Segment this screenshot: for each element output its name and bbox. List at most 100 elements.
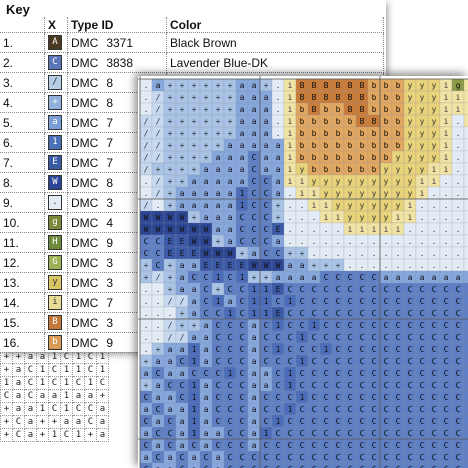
pattern-cell-symbol: + [180,177,185,186]
key-row-index: 12. [0,252,45,273]
pattern-cell-symbol: . [396,249,401,258]
pattern-cell-symbol: C [204,465,209,468]
pattern-preview-grid[interactable]: .a++++++aa+.iBBBBBBbbbyyyigi./++++++aaa.… [138,76,468,468]
background-grid-cell: C [48,363,61,377]
pattern-cell-symbol: C [264,393,269,402]
pattern-cell-symbol: a [216,177,221,186]
pattern-cell-symbol: C [288,453,293,462]
pattern-cell-symbol: C [396,297,401,306]
pattern-cell-symbol: C [324,309,329,318]
pattern-cell-symbol: y [372,213,377,222]
pattern-cell-symbol: a [180,441,185,450]
background-grid-cell: + [0,363,13,377]
pattern-cell-symbol: C [384,429,389,438]
pattern-cell-symbol: a [276,177,281,186]
pattern-cell-symbol: + [192,105,197,114]
pattern-cell-symbol: C [396,285,401,294]
pattern-cell-symbol: b [360,165,365,174]
pattern-cell-symbol: C [276,429,281,438]
pattern-cell-symbol: a [156,81,161,90]
pattern-cell-symbol: C [444,393,449,402]
pattern-cell [331,462,345,468]
pattern-cell-symbol: C [336,453,341,462]
pattern-cell-symbol: C [324,405,329,414]
pattern-cell-symbol: E [168,237,173,246]
pattern-cell-symbol: . [300,225,305,234]
pattern-cell-symbol: C [444,333,449,342]
pattern-cell-symbol: C [420,309,425,318]
pattern-cell-symbol: C [456,357,461,366]
pattern-cell [463,402,468,416]
background-grid-cell: 1 [36,376,49,390]
pattern-cell-symbol: a [144,453,149,462]
pattern-cell-symbol: y [408,165,413,174]
pattern-cell-symbol: B [360,105,365,114]
pattern-cell-symbol: a [156,357,161,366]
background-grid-cell: + [0,402,13,416]
pattern-cell-symbol: i [312,189,317,198]
pattern-cell-symbol: + [216,117,221,126]
pattern-cell-symbol: . [300,213,305,222]
pattern-cell-symbol: / [156,177,161,186]
background-grid-cell: C [48,376,61,390]
pattern-cell-symbol: C [192,369,197,378]
pattern-cell-symbol: C [216,369,221,378]
pattern-cell-symbol: C [192,273,197,282]
pattern-cell-symbol: C [456,333,461,342]
thread-type: DMC [71,335,99,350]
pattern-cell-symbol: b [348,117,353,126]
pattern-cell-symbol: i [396,213,401,222]
pattern-cell-symbol: i [336,213,341,222]
pattern-cell-symbol: C [324,369,329,378]
pattern-cell-symbol: C [384,453,389,462]
pattern-cell-symbol: C [396,309,401,318]
pattern-cell-symbol: B [360,81,365,90]
pattern-cell-symbol: 1 [264,285,269,294]
pattern-cell-symbol: i [408,213,413,222]
pattern-cell-symbol: W [180,225,185,234]
pattern-cell-symbol: C [144,249,149,258]
pattern-cell-symbol: W [168,225,173,234]
thread-type: DMC [71,315,99,330]
pattern-cell-symbol: C [276,381,281,390]
pattern-cell-symbol: a [252,381,257,390]
pattern-cell-symbol: a [204,321,209,330]
pattern-cell-symbol: C [264,189,269,198]
pattern-cell-symbol: . [444,237,449,246]
pattern-cell-symbol: C [348,285,353,294]
pattern-cell-symbol: C [144,393,149,402]
pattern-cell [343,462,357,468]
pattern-cell-symbol: b [336,117,341,126]
pattern-cell-symbol: C [396,381,401,390]
background-grid-cell: 1 [72,428,85,442]
background-grid-cell: 1 [72,363,85,377]
color-swatch: A [48,35,62,51]
pattern-cell-symbol: C [360,381,365,390]
pattern-cell-symbol: C [264,405,269,414]
key-row-index: 1. [0,32,45,53]
background-grid-cell: 1 [48,428,61,442]
pattern-cell [463,198,468,212]
pattern-cell-symbol: y [408,141,413,150]
pattern-cell-symbol: a [192,189,197,198]
key-row-index: 14. [0,292,45,313]
pattern-cell-symbol: C [420,441,425,450]
pattern-cell-symbol: + [168,189,173,198]
pattern-cell-symbol: . [408,261,413,270]
pattern-cell-symbol: C [288,429,293,438]
pattern-cell [463,282,468,296]
pattern-cell-symbol: / [180,297,185,306]
pattern-cell-symbol: C [312,357,317,366]
thread-type: DMC [71,155,99,170]
pattern-cell-symbol: + [252,273,257,282]
pattern-cell-symbol: a [204,165,209,174]
pattern-cell-symbol: a [288,261,293,270]
pattern-cell-symbol: + [264,81,269,90]
pattern-cell [463,306,468,320]
pattern-cell-symbol: / [156,129,161,138]
pattern-cell-symbol: y [372,189,377,198]
thread-id: 9 [106,235,114,250]
pattern-cell-symbol: C [240,405,245,414]
